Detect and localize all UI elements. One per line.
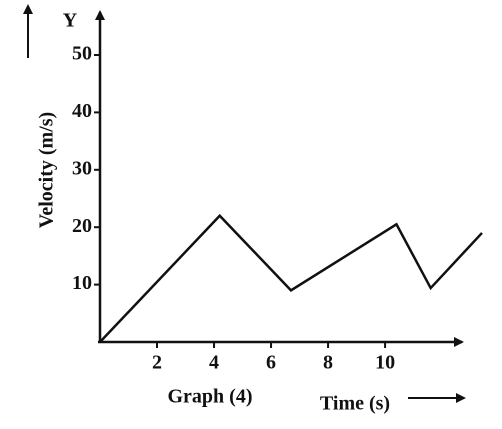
- x-axis-label: Time (s): [320, 393, 390, 415]
- y-tick-label: 40: [72, 100, 92, 122]
- data-line: [99, 213, 483, 343]
- x-tick-label: 2: [152, 352, 162, 374]
- x-tick-label: 4: [209, 352, 219, 374]
- x-tick-label: 10: [375, 352, 395, 374]
- y-axis-label: Velocity (m/s): [36, 112, 58, 228]
- x-tick-label: 6: [266, 352, 276, 374]
- x-tick-label: 8: [323, 352, 333, 374]
- y-tick-label: 50: [72, 43, 92, 65]
- y-tick-label: 30: [72, 157, 92, 179]
- y-tick-label: 20: [72, 215, 92, 237]
- y-tick-label: 10: [72, 272, 92, 294]
- caption: Graph (4): [168, 386, 253, 408]
- y-axis-letter: Y: [63, 10, 78, 32]
